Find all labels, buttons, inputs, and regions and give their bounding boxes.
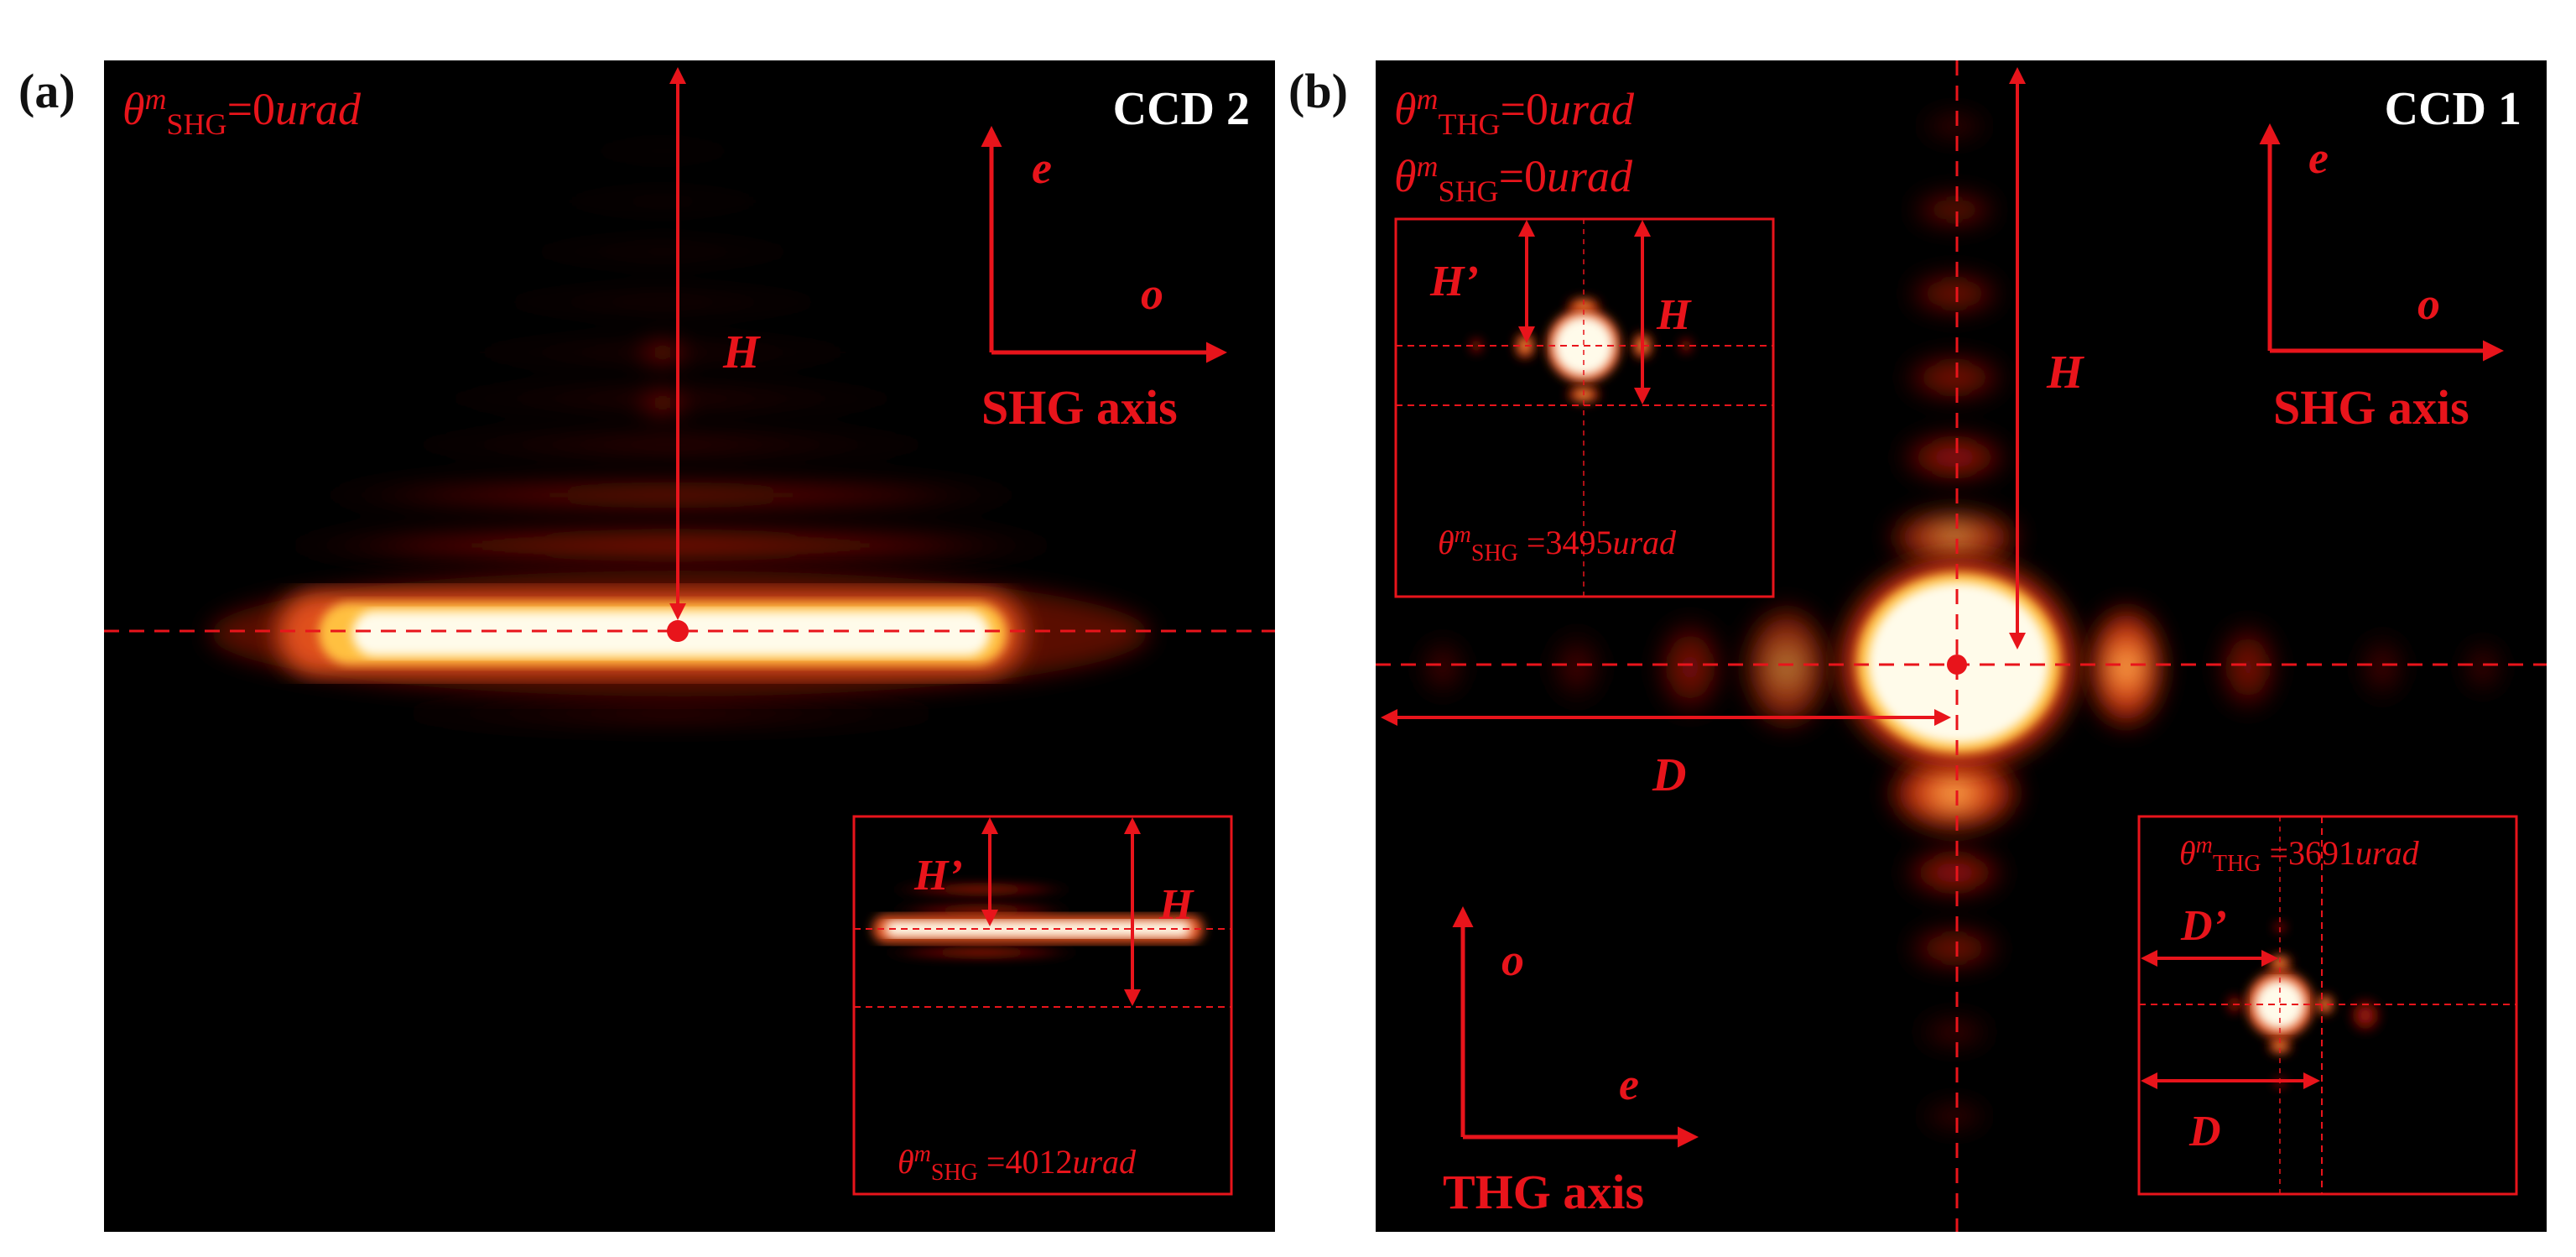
- panel-a-inset-angle: θmSHG =4012urad: [898, 1141, 1137, 1186]
- panel-a-fringes: [235, 144, 1107, 730]
- panel-a-axis-name: SHG axis: [981, 380, 1178, 435]
- panel-b-shg-axis-e: e: [2308, 133, 2329, 183]
- panel-b-label: (b): [1288, 64, 1348, 118]
- panel-a-inset-h: H: [1158, 881, 1194, 929]
- panel-a-h-label: H: [722, 326, 761, 378]
- panel-b-inset-thg-angle: θmTHG =3691urad: [2179, 832, 2420, 877]
- panel-b-shg-axis-name: SHG axis: [2273, 380, 2469, 435]
- panel-a-camera: CCD 2: [1113, 83, 1250, 135]
- panel-b-inset-shg-h-prime: H’: [1429, 258, 1479, 305]
- panel-b-thg-axis-o: o: [1501, 935, 1524, 985]
- panel-b-inset-shg: H’ H θmSHG =3495urad: [1394, 217, 1775, 598]
- panel-a-inset: H’ H θmSHG =4012urad: [852, 815, 1233, 1196]
- panel-a-angle: θmSHG=0urad: [122, 82, 362, 141]
- panel-b-shg-axes: e o SHG axis: [2259, 123, 2504, 435]
- panel-b-d-label: D: [1652, 749, 1686, 801]
- panel-a-inset-h-prime: H’: [913, 852, 963, 900]
- panel-a-label: (a): [18, 64, 75, 118]
- panel-a-shg-axes: e o SHG axis: [981, 126, 1227, 435]
- panel-b-thg-axis-name: THG axis: [1443, 1165, 1644, 1219]
- panel-a-axis-o: o: [1141, 269, 1163, 319]
- panel-b-angle-shg: θmSHG=0urad: [1394, 149, 1633, 208]
- panel-b-vertical-fringes: [1883, 109, 2026, 1133]
- panel-b-inset-shg-angle: θmSHG =3495urad: [1438, 522, 1677, 566]
- panel-b-center-dot: [1947, 655, 1967, 675]
- panel-b-shg-axis-o: o: [2417, 279, 2440, 329]
- panel-b-camera: CCD 1: [2385, 83, 2521, 135]
- panel-b-thg-axis-e: e: [1619, 1059, 1639, 1109]
- panel-b-inset-thg-d: D: [2188, 1108, 2221, 1155]
- panel-b: H D θmTHG=0urad θmSHG=0urad CCD 1 e o SH…: [1376, 60, 2547, 1232]
- panel-b-h-label: H: [2046, 347, 2084, 399]
- panel-b-inset-shg-h: H: [1656, 291, 1692, 339]
- panel-a: H θmSHG=0urad CCD 2 e o SHG axis: [104, 60, 1275, 1232]
- panel-b-thg-axes: o e THG axis: [1443, 906, 1699, 1219]
- panel-b-angle-thg: θmTHG=0urad: [1394, 82, 1635, 141]
- panel-b-inset-thg-d-prime: D’: [2180, 902, 2227, 950]
- panel-b-inset-thg: D’ D θmTHG =3691urad: [2137, 815, 2518, 1196]
- panel-a-center-dot: [667, 620, 689, 642]
- panel-a-axis-e: e: [1032, 143, 1052, 193]
- panel-b-horizontal-fringes: [1413, 600, 2508, 734]
